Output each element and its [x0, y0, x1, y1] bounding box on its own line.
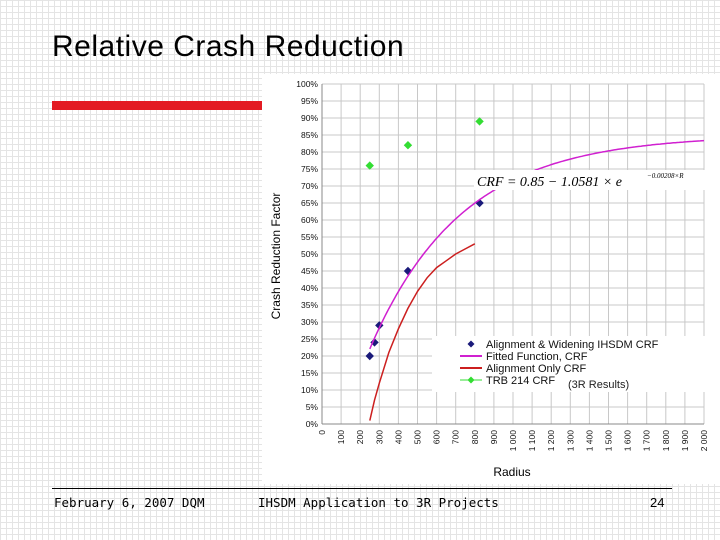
x-tick-label: 1 900 — [680, 430, 690, 452]
y-tick-label: 15% — [301, 368, 318, 378]
x-tick-label: 1 400 — [584, 430, 594, 452]
x-tick-label: 900 — [489, 430, 499, 444]
x-tick-label: 300 — [374, 430, 384, 444]
chart-annotation: (3R Results) — [568, 379, 629, 391]
legend-swatch-marker — [467, 340, 475, 348]
y-tick-label: 40% — [301, 283, 318, 293]
footer-date: February 6, 2007 DQM — [54, 495, 205, 510]
y-tick-label: 95% — [301, 96, 318, 106]
series-point-0 — [365, 351, 374, 361]
chart-svg: 0% 5% 10% 15% 20% 25% 30% 35% 40% 45% 50% 55% 60% 65%… — [262, 74, 720, 484]
x-tick-label: 600 — [432, 430, 442, 444]
x-tick-label: 700 — [451, 430, 461, 444]
x-tick-label: 800 — [470, 430, 480, 444]
equation-box — [474, 170, 720, 190]
x-tick-label: 1 100 — [527, 430, 537, 452]
footer-divider — [52, 488, 672, 489]
y-tick-label: 55% — [301, 232, 318, 242]
y-tick-label: 45% — [301, 266, 318, 276]
legend-label: TRB 214 CRF — [486, 375, 555, 387]
crf-chart: 0% 5% 10% 15% 20% 25% 30% 35% 40% 45% 50% 55% 60% 65%… — [262, 74, 720, 484]
x-tick-label: 2 000 — [699, 430, 709, 452]
legend-swatch-marker — [467, 376, 475, 384]
y-tick-label: 90% — [301, 113, 318, 123]
y-tick-label: 5% — [306, 402, 319, 412]
y-tick-label: 75% — [301, 164, 318, 174]
series-point-3 — [475, 117, 484, 126]
series-point-3 — [403, 141, 413, 150]
y-tick-label: 65% — [301, 198, 318, 208]
equation-exponent: −0.00208×R — [647, 172, 684, 180]
x-tick-label: 0 — [317, 430, 327, 435]
x-tick-label: 1 300 — [565, 430, 575, 452]
y-tick-label: 85% — [301, 130, 318, 140]
legend-box — [432, 336, 720, 392]
title-accent-bar — [52, 101, 267, 110]
x-tick-label: 100 — [336, 430, 346, 444]
footer-center-text: IHSDM Application to 3R Projects — [258, 495, 499, 510]
y-tick-label: 100% — [296, 79, 318, 89]
legend-label: Alignment Only CRF — [486, 363, 587, 375]
chart-background — [262, 74, 720, 484]
x-tick-label: 400 — [393, 430, 403, 444]
x-axis-label: Radius — [493, 465, 530, 479]
y-tick-label: 0% — [306, 419, 319, 429]
y-tick-label: 25% — [301, 334, 318, 344]
y-axis-label: Crash Reduction Factor — [269, 193, 283, 320]
x-tick-label: 1 500 — [604, 430, 614, 452]
y-tick-label: 35% — [301, 300, 318, 310]
x-tick-label: 1 600 — [623, 430, 633, 452]
page-number: 24 — [650, 495, 665, 510]
equation-text: CRF = 0.85 − 1.0581 × e — [477, 175, 622, 190]
y-tick-label: 70% — [301, 181, 318, 191]
x-tick-label: 1 000 — [508, 430, 518, 452]
x-tick-label: 200 — [355, 430, 365, 444]
slide-title: Relative Crash Reduction — [52, 30, 405, 63]
series-line-1 — [369, 139, 705, 350]
x-tick-label: 1 800 — [661, 430, 671, 452]
legend-label: Alignment & Widening IHSDM CRF — [486, 339, 659, 351]
x-tick-label: 1 700 — [642, 430, 652, 452]
series-line-2 — [369, 243, 476, 421]
legend-label: Fitted Function, CRF — [486, 351, 588, 363]
y-tick-label: 20% — [301, 351, 318, 361]
y-tick-label: 60% — [301, 215, 318, 225]
x-tick-label: 500 — [413, 430, 423, 444]
y-tick-label: 10% — [301, 385, 318, 395]
y-tick-label: 30% — [301, 317, 318, 327]
x-tick-label: 1 200 — [546, 430, 556, 452]
series-point-3 — [365, 161, 374, 170]
y-tick-label: 50% — [301, 249, 318, 259]
y-tick-label: 80% — [301, 147, 318, 157]
